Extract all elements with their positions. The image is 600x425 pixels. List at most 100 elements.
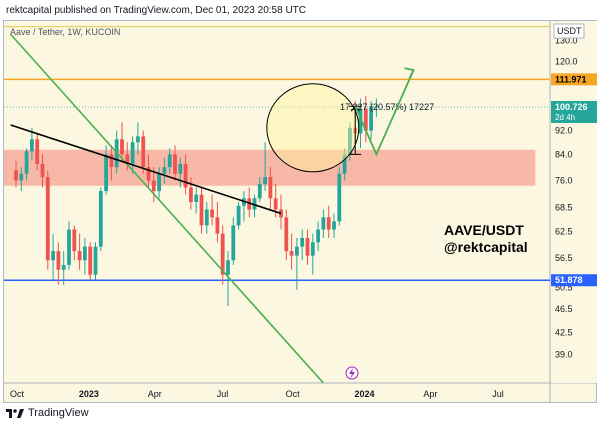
candle-body[interactable] [305, 237, 310, 256]
candle-body[interactable] [199, 194, 204, 226]
candle-body[interactable] [157, 173, 161, 192]
candle-body[interactable] [30, 139, 34, 152]
candle-body[interactable] [51, 251, 55, 261]
highlight-circle[interactable] [266, 83, 360, 173]
candle-body[interactable] [337, 173, 342, 222]
price-tick-label: 39.0 [555, 350, 573, 360]
candle-body[interactable] [130, 142, 135, 164]
candle-body[interactable] [14, 170, 18, 181]
candle-body[interactable] [310, 242, 315, 256]
candle-body[interactable] [183, 163, 188, 188]
price-tick-label: 46.5 [555, 304, 573, 314]
candle-body[interactable] [83, 246, 87, 261]
time-tick-label: 2024 [355, 389, 375, 399]
candle-body[interactable] [236, 205, 241, 226]
candle-body[interactable] [316, 229, 320, 243]
candle-body[interactable] [273, 198, 278, 210]
candle-body[interactable] [348, 127, 352, 155]
candle-body[interactable] [204, 209, 209, 226]
candle-body[interactable] [342, 154, 347, 174]
chart-title-author: @rektcapital [444, 239, 528, 255]
candle-body[interactable] [268, 177, 273, 199]
price-tick-label: 42.5 [555, 327, 573, 337]
candle-body[interactable] [67, 229, 71, 265]
candle-body[interactable] [326, 217, 331, 230]
price-tick-label: 62.5 [555, 227, 573, 237]
candle-body[interactable] [257, 183, 262, 199]
candle-body[interactable] [151, 180, 156, 192]
candle-body[interactable] [363, 108, 368, 131]
resistance-price-badge-text: 111.971 [555, 74, 587, 84]
candle-body[interactable] [300, 237, 305, 247]
candle-body[interactable] [263, 177, 267, 184]
price-tick-label: 50.5 [555, 282, 573, 292]
candle-body[interactable] [146, 167, 151, 181]
candle-body[interactable] [226, 260, 230, 275]
time-tick-label: Apr [423, 389, 437, 399]
time-tick-label: Oct [10, 389, 25, 399]
currency-label: USDT [557, 26, 582, 36]
last-price-badge [551, 100, 597, 123]
candle-body[interactable] [167, 154, 172, 168]
projection-arrow[interactable] [354, 69, 415, 157]
bar-countdown-label: 2d 4h [555, 113, 575, 122]
candle-body[interactable] [247, 198, 252, 210]
time-tick-label: Oct [286, 389, 301, 399]
support-price-badge-text: 51.878 [555, 275, 583, 285]
candle-body[interactable] [189, 187, 193, 202]
candle-body[interactable] [19, 173, 24, 181]
price-tick-label: 68.5 [555, 203, 573, 213]
candle-body[interactable] [141, 136, 146, 168]
candle-body[interactable] [77, 251, 82, 261]
candles-group [14, 96, 379, 307]
candle-body[interactable] [104, 154, 108, 192]
time-tick-label: Jul [217, 389, 229, 399]
descending-trendline-green[interactable] [10, 33, 324, 384]
candle-body[interactable] [194, 194, 199, 202]
price-tick-label: 130.0 [555, 35, 578, 45]
candle-body[interactable] [93, 246, 98, 275]
candle-body[interactable] [210, 209, 214, 218]
descending-trendline-black[interactable] [10, 124, 282, 215]
chart-title-pair: AAVE/USDT [444, 222, 524, 238]
currency-box[interactable] [553, 23, 585, 39]
candle-body[interactable] [289, 251, 294, 256]
candle-body[interactable] [358, 108, 363, 134]
candle-body[interactable] [332, 221, 336, 230]
candle-body[interactable] [35, 139, 40, 164]
time-tick-label: Jul [492, 389, 504, 399]
candle-body[interactable] [24, 151, 29, 174]
candle-body[interactable] [321, 217, 326, 230]
candle-body[interactable] [136, 136, 140, 143]
footer-brand-label: TradingView [28, 407, 89, 419]
candle-body[interactable] [98, 191, 103, 247]
candle-body[interactable] [56, 251, 61, 270]
candle-body[interactable] [220, 233, 225, 275]
candle-body[interactable] [295, 246, 299, 256]
candle-body[interactable] [369, 106, 373, 131]
projection-arrowhead [404, 67, 415, 79]
candle-body[interactable] [178, 163, 183, 174]
candle-body[interactable] [162, 167, 167, 174]
measure-label: 17.227 (20.57%) 17227 [340, 102, 434, 112]
candle-body[interactable] [173, 154, 177, 174]
candle-body[interactable] [231, 225, 236, 261]
candle-body[interactable] [374, 106, 379, 108]
price-tick-label: 120.0 [555, 56, 578, 66]
footer-brand[interactable]: TradingView [6, 407, 89, 419]
candle-body[interactable] [109, 154, 114, 168]
candle-body[interactable] [284, 217, 289, 252]
candle-body[interactable] [215, 217, 220, 234]
candle-body[interactable] [72, 229, 77, 252]
candle-body[interactable] [279, 209, 283, 218]
candle-body[interactable] [88, 246, 93, 275]
candle-body[interactable] [45, 177, 50, 261]
candle-body[interactable] [40, 163, 45, 178]
candle-body[interactable] [125, 154, 130, 164]
candle-body[interactable] [61, 264, 66, 270]
price-tick-label: 56.5 [555, 253, 573, 263]
time-tick-label: Apr [148, 389, 162, 399]
candle-body[interactable] [120, 139, 124, 155]
resistance-price-badge [551, 73, 597, 86]
